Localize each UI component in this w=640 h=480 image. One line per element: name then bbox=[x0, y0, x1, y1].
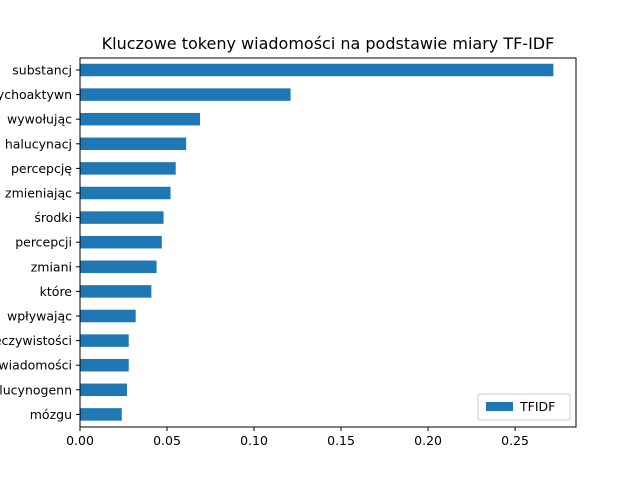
bar bbox=[80, 358, 129, 372]
bar bbox=[80, 211, 164, 224]
y-tick-label: zmiani bbox=[31, 259, 72, 274]
y-tick-label: które bbox=[40, 284, 73, 299]
x-axis-ticks: 0.00 0.05 0.10 0.15 0.20 0.25 bbox=[66, 427, 529, 448]
chart-title: Kluczowe tokeny wiadomości na podstawie … bbox=[102, 34, 555, 53]
x-tick-label: 0.10 bbox=[240, 433, 268, 448]
bar bbox=[80, 260, 157, 274]
y-tick-label: percepcję bbox=[11, 161, 72, 176]
legend: TFIDF bbox=[477, 393, 571, 421]
y-tick-label: halucynacj bbox=[5, 136, 72, 151]
y-tick-label: rzeczywistości bbox=[0, 333, 72, 348]
bar bbox=[80, 63, 554, 77]
x-tick-label: 0.00 bbox=[66, 433, 94, 448]
bar bbox=[80, 334, 129, 347]
bar bbox=[80, 88, 291, 101]
y-tick-label: świadomości bbox=[0, 358, 72, 373]
bar bbox=[80, 235, 162, 249]
bar bbox=[80, 137, 187, 151]
legend-swatch bbox=[486, 402, 513, 411]
y-tick-label: zmieniając bbox=[5, 186, 72, 201]
y-axis-ticks: substancj psychoaktywn wywołując halucynacj… bbox=[0, 63, 80, 422]
x-tick-label: 0.05 bbox=[153, 433, 181, 448]
y-tick-label: wywołując bbox=[7, 112, 72, 127]
plot-frame bbox=[79, 57, 577, 428]
y-tick-label: substancj bbox=[12, 63, 72, 78]
bars-group bbox=[80, 63, 554, 421]
legend-box bbox=[477, 393, 571, 421]
bar bbox=[80, 309, 136, 323]
x-tick-label: 0.15 bbox=[327, 433, 355, 448]
y-tick-label: halucynogenn bbox=[0, 382, 72, 397]
y-tick-label: mózgu bbox=[30, 407, 72, 422]
bar bbox=[80, 285, 152, 298]
bar bbox=[80, 408, 122, 421]
x-tick-label: 0.20 bbox=[414, 433, 442, 448]
y-tick-label: wpływając bbox=[7, 309, 72, 324]
x-tick-label: 0.25 bbox=[501, 433, 529, 448]
y-tick-label: percepcji bbox=[15, 235, 72, 250]
bar bbox=[80, 383, 127, 397]
bar bbox=[80, 162, 176, 175]
legend-label: TFIDF bbox=[519, 399, 555, 414]
bar bbox=[80, 186, 171, 200]
y-tick-label: środki bbox=[34, 210, 72, 225]
bar bbox=[80, 112, 201, 126]
y-tick-label: psychoaktywn bbox=[0, 87, 72, 102]
